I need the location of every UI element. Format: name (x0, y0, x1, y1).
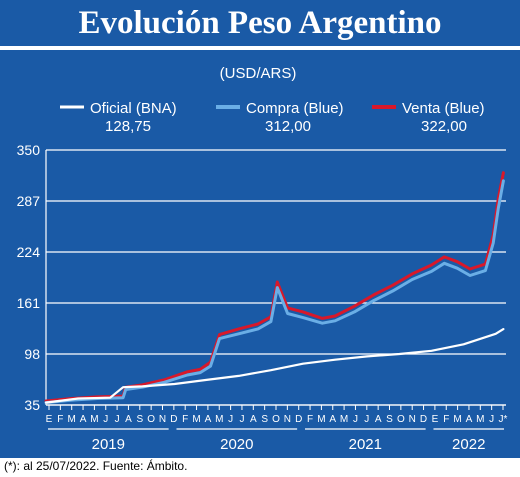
x-tick-label: A (466, 414, 473, 425)
x-tick-label: E (46, 414, 53, 425)
title-bar (0, 0, 520, 46)
x-tick-label: J (239, 414, 244, 425)
series-lines (44, 171, 505, 405)
x-tick-label: A (329, 414, 336, 425)
x-tick-label: A (250, 414, 257, 425)
x-tick-label: S (386, 414, 393, 425)
legend: Oficial (BNA) 128,75 Compra (Blue) 312,0… (60, 100, 485, 135)
x-tick-label: M (340, 414, 348, 425)
x-tick-label: A (125, 414, 132, 425)
x-tick-label: D (420, 414, 427, 425)
x-tick-label: F (443, 414, 449, 425)
y-tick-label: 224 (17, 244, 41, 260)
y-tick-label: 350 (17, 142, 41, 158)
x-tick-label: J (103, 414, 108, 425)
x-tick-label: N (409, 414, 416, 425)
legend-label-compra: Compra (Blue) (246, 100, 344, 117)
chart-panel (0, 50, 520, 458)
x-tick-label: S (136, 414, 143, 425)
x-tick-label: D (170, 414, 177, 425)
y-tick-label: 161 (17, 295, 41, 311)
x-tick-label: J* (499, 414, 508, 425)
x-tick-label: M (215, 414, 223, 425)
y-tick-label: 287 (17, 193, 41, 209)
x-tick-label: M (317, 414, 325, 425)
x-tick-label: O (147, 414, 155, 425)
x-tick-label: M (68, 414, 76, 425)
x-tick-label: O (397, 414, 405, 425)
x-tick-label: J (489, 414, 494, 425)
grid-lines (45, 149, 506, 406)
x-tick-label: J (353, 414, 358, 425)
year-label: 2021 (349, 436, 382, 453)
x-tick-label: A (205, 414, 212, 425)
x-tick-label: M (90, 414, 98, 425)
year-label: 2019 (92, 436, 125, 453)
x-tick-label: J (228, 414, 233, 425)
x-tick-label: S (261, 414, 268, 425)
legend-label-oficial: Oficial (BNA) (90, 100, 177, 117)
x-tick-label: E (432, 414, 439, 425)
x-tick-label: F (307, 414, 313, 425)
legend-value-compra: 312,00 (265, 118, 311, 135)
x-tick-label: D (295, 414, 302, 425)
x-tick-label: N (284, 414, 291, 425)
x-tick-label: M (476, 414, 484, 425)
y-tick-label: 35 (24, 397, 40, 413)
legend-value-venta: 322,00 (421, 118, 467, 135)
unit-label: (USD/ARS) (220, 65, 297, 82)
x-tick-label: J (115, 414, 120, 425)
y-axis-ticks: 350 287 224 161 98 35 (17, 142, 41, 413)
footnote: (*): al 25/07/2022. Fuente: Ámbito. (4, 459, 188, 473)
legend-value-oficial: 128,75 (105, 118, 151, 135)
page-title: Evolución Peso Argentino (78, 5, 442, 41)
x-tick-label: N (159, 414, 166, 425)
series-line-venta (44, 171, 505, 403)
x-tick-label: A (80, 414, 87, 425)
y-tick-label: 98 (24, 346, 40, 362)
x-tick-label: J (364, 414, 369, 425)
series-line-oficial (44, 328, 505, 404)
year-label: 2022 (452, 436, 485, 453)
x-tick-label: F (182, 414, 188, 425)
year-label: 2020 (220, 436, 253, 453)
x-tick-label: F (57, 414, 63, 425)
x-tick-label: A (375, 414, 382, 425)
line-chart: (USD/ARS) Oficial (BNA) 128,75 Compra (B… (17, 65, 508, 453)
x-tick-label: O (272, 414, 280, 425)
legend-label-venta: Venta (Blue) (402, 100, 485, 117)
x-tick-label: M (192, 414, 200, 425)
x-tick-label: M (453, 414, 461, 425)
